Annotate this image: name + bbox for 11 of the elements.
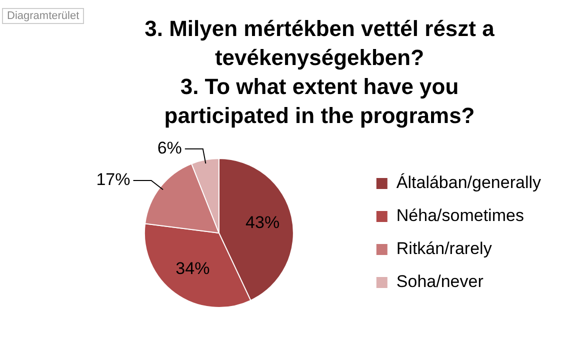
chart-subtitle: 3. To what extent have you participated in the programs? <box>163 73 476 130</box>
data-label: 6% <box>157 138 182 158</box>
data-label: 17% <box>96 170 130 190</box>
legend-label: Ritkán/rarely <box>396 239 492 258</box>
legend-label: Soha/never <box>396 272 484 292</box>
legend-label: Általában/generally <box>396 173 542 192</box>
text: Diagramterület <box>2 8 84 24</box>
chart-title: 3. Milyen mértékben vettél részt a tevékenységekben? <box>144 15 496 72</box>
data-label: 43% <box>246 212 280 232</box>
legend-label: Néha/sometimes <box>396 206 524 226</box>
data-label: 34% <box>176 258 210 278</box>
